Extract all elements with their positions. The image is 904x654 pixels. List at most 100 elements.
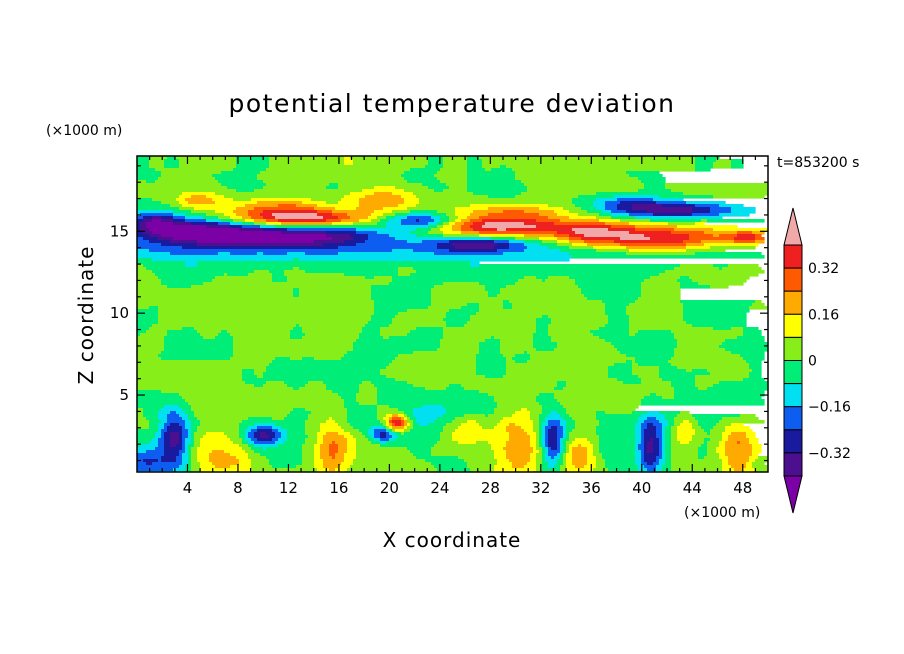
field-cell [431, 213, 447, 217]
field-cell [161, 174, 213, 178]
field-cell [398, 435, 441, 439]
field-cell [488, 195, 516, 199]
field-cell [752, 465, 768, 469]
field-cell [662, 456, 666, 460]
field-cell [320, 426, 342, 430]
field-cell [494, 465, 513, 469]
field-cell [302, 201, 327, 205]
field-cell [332, 456, 336, 460]
field-cell [620, 237, 651, 241]
field-cell [536, 330, 549, 334]
field-cell [260, 453, 303, 457]
field-cell [473, 210, 504, 214]
field-cell [275, 216, 324, 220]
field-cell [137, 234, 150, 238]
field-cell [482, 162, 696, 166]
field-cell [659, 444, 663, 448]
field-cell [137, 168, 156, 172]
field-cell [668, 222, 696, 226]
field-cell [527, 432, 537, 436]
field-cell [443, 429, 456, 433]
field-cell [536, 348, 555, 352]
field-cell [362, 330, 381, 334]
field-cell [428, 231, 444, 235]
field-cell [374, 432, 381, 436]
field-cell [191, 450, 198, 454]
field-cell [137, 246, 183, 250]
field-cell [158, 426, 165, 430]
field-cell [488, 294, 498, 298]
field-cell [677, 339, 726, 343]
field-cell [254, 423, 276, 427]
field-cell [566, 408, 636, 412]
colorbar-box [783, 383, 803, 408]
field-cell [317, 204, 360, 208]
field-cell [464, 414, 486, 418]
field-cell [356, 228, 417, 232]
field-cell [143, 408, 162, 412]
field-cell [554, 456, 561, 460]
field-cell [233, 168, 267, 172]
field-cell [137, 159, 150, 163]
field-cell [389, 426, 393, 430]
field-cell [236, 159, 270, 163]
field-cell [659, 411, 681, 415]
field-cell [320, 429, 345, 433]
field-cell [479, 216, 549, 220]
field-cell [671, 450, 699, 454]
field-cell [665, 435, 672, 439]
field-cell [137, 429, 159, 433]
field-cell [557, 231, 576, 235]
field-cell [371, 213, 384, 217]
field-cell [704, 243, 759, 247]
field-cell [641, 381, 672, 385]
field-cell [671, 381, 696, 385]
field-cell [674, 336, 738, 340]
field-cell [317, 438, 324, 442]
field-cell [332, 222, 354, 226]
field-cell [548, 216, 570, 220]
field-cell [239, 228, 264, 232]
x-tick-label: 4 [183, 479, 193, 497]
field-cell [347, 450, 357, 454]
field-cell [749, 366, 762, 370]
field-cell [194, 432, 207, 436]
field-cell [173, 216, 186, 220]
field-cell [455, 222, 465, 226]
field-cell [467, 156, 480, 160]
field-cell [437, 177, 468, 181]
field-cell [629, 249, 687, 253]
field-cell [599, 327, 630, 331]
field-cell [542, 447, 546, 451]
field-cell [383, 207, 408, 211]
field-cell [713, 234, 720, 238]
field-cell [662, 429, 666, 433]
field-cell [269, 363, 390, 367]
field-cell [689, 441, 705, 445]
field-cell [140, 213, 174, 217]
field-cell [677, 414, 693, 418]
field-cell [158, 321, 369, 325]
field-cell [473, 222, 486, 226]
field-cell [242, 369, 255, 373]
field-cell [269, 270, 285, 274]
field-cell [395, 429, 405, 433]
field-cell [521, 180, 642, 184]
field-cell [710, 246, 756, 250]
field-cell [137, 192, 183, 196]
field-cell [305, 438, 318, 442]
field-cell [248, 453, 261, 457]
field-cell [422, 405, 444, 409]
field-cell [596, 207, 606, 211]
field-cell [305, 252, 339, 256]
field-cell [698, 420, 720, 424]
field-cell [545, 417, 564, 421]
field-cell [542, 426, 546, 430]
colorbar-tick-label: 0 [808, 354, 817, 370]
field-cell [137, 240, 150, 244]
field-cell [470, 225, 483, 229]
field-cell [434, 420, 453, 424]
field-cell [449, 249, 498, 253]
field-cell [137, 165, 150, 169]
field-cell [407, 213, 432, 217]
